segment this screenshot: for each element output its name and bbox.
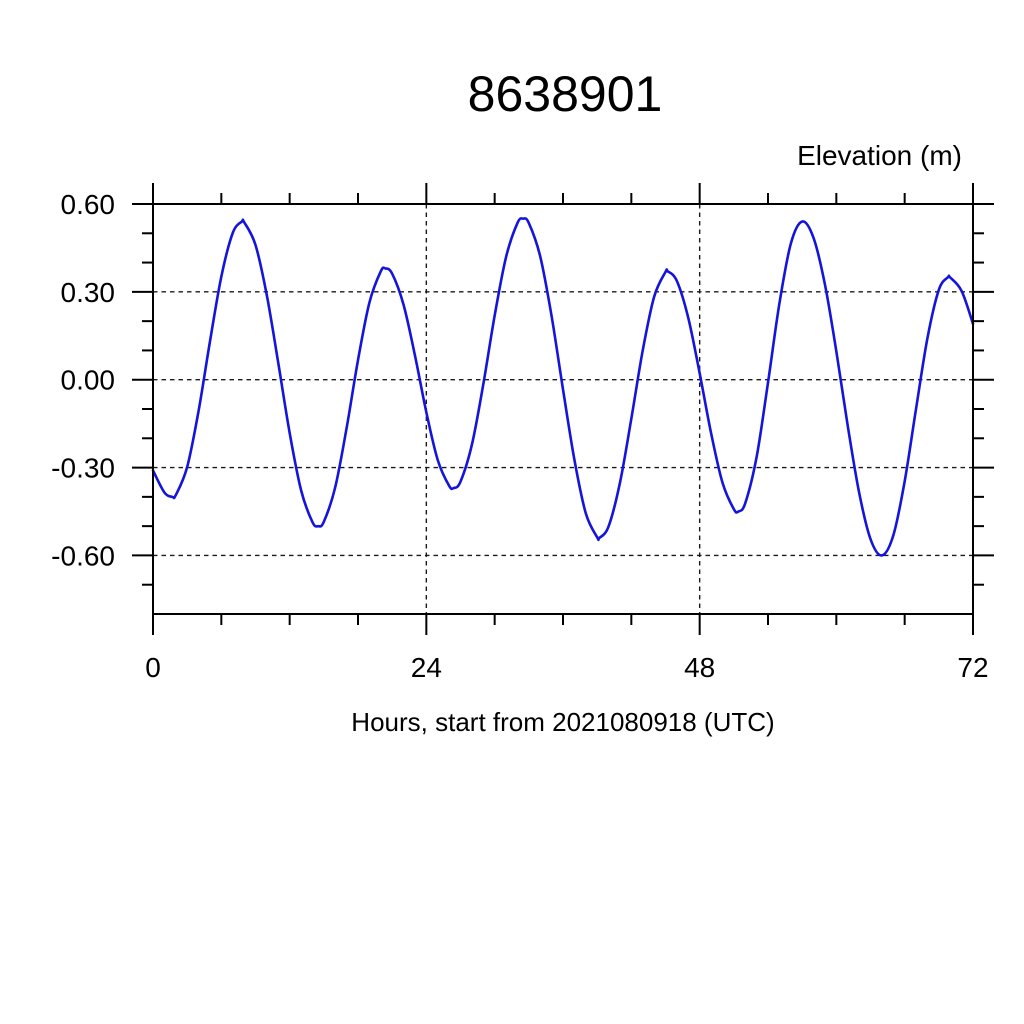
x-axis-label: Hours, start from 2021080918 (UTC) [351, 707, 774, 737]
y-tick-label: 0.60 [61, 189, 116, 220]
tick-labels: 0.60 0.30 0.00 -0.30 -0.60 0 24 48 72 [51, 189, 988, 683]
chart-title: 8638901 [468, 66, 663, 122]
x-tick-label: 0 [145, 652, 161, 683]
y-tick-label: 0.30 [61, 277, 116, 308]
y-tick-label: -0.30 [51, 453, 115, 484]
plot-frame [152, 203, 974, 615]
x-tick-label: 48 [684, 652, 715, 683]
y-tick-label: 0.00 [61, 365, 116, 396]
elevation-line [151, 217, 975, 557]
gridlines [153, 203, 973, 614]
x-tick-label: 72 [957, 652, 988, 683]
axis-ticks [132, 183, 994, 635]
y-axis-label: Elevation (m) [797, 140, 962, 171]
y-tick-label: -0.60 [51, 540, 115, 571]
x-tick-label: 24 [411, 652, 442, 683]
